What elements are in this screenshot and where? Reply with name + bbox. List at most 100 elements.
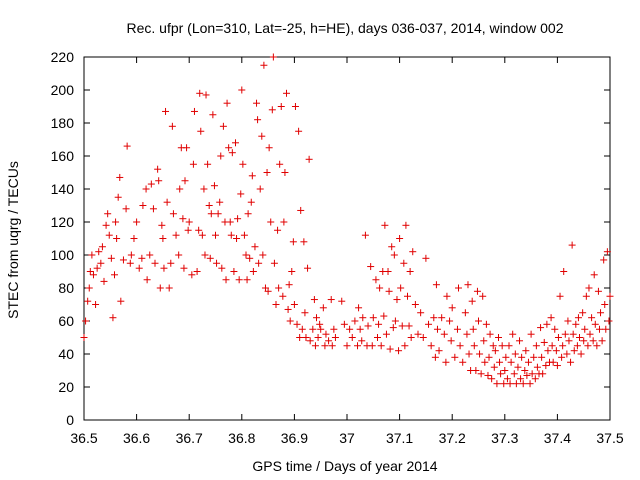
data-point — [190, 107, 198, 115]
data-point — [530, 353, 538, 361]
data-point — [168, 122, 176, 130]
data-point — [567, 358, 575, 366]
data-point — [207, 210, 215, 218]
data-point — [518, 353, 526, 361]
data-point — [95, 248, 103, 256]
data-point — [597, 309, 605, 317]
data-point — [138, 254, 146, 262]
data-point — [443, 292, 451, 300]
data-point — [359, 314, 367, 322]
data-point — [175, 251, 183, 259]
data-point — [390, 251, 398, 259]
data-point — [216, 198, 224, 206]
data-point — [549, 358, 557, 366]
data-point — [269, 53, 277, 61]
data-point — [580, 337, 588, 345]
data-point — [395, 347, 403, 355]
data-point — [89, 271, 97, 279]
data-point — [214, 210, 222, 218]
data-point — [348, 334, 356, 341]
data-point — [538, 353, 546, 361]
data-point — [259, 251, 267, 259]
data-point — [440, 330, 448, 338]
data-point — [485, 353, 493, 361]
data-point — [537, 324, 545, 332]
data-point — [490, 363, 498, 371]
x-tick-label: 37.3 — [491, 430, 518, 446]
data-point — [470, 342, 478, 350]
data-point — [228, 149, 236, 157]
data-point — [358, 337, 366, 345]
data-point — [302, 334, 310, 341]
data-point — [217, 152, 225, 160]
data-point — [213, 259, 221, 267]
data-point — [533, 363, 541, 371]
data-point — [605, 317, 613, 325]
data-point — [516, 337, 524, 345]
data-point — [422, 254, 430, 262]
data-point — [375, 320, 383, 328]
data-point — [275, 284, 283, 292]
data-point — [522, 347, 530, 355]
data-point — [497, 370, 505, 378]
x-tick-label: 36.5 — [70, 430, 97, 446]
data-point — [414, 330, 422, 338]
data-point — [147, 180, 155, 188]
data-point — [396, 235, 404, 242]
data-point — [93, 264, 101, 272]
data-point — [494, 334, 502, 341]
data-point — [122, 205, 130, 213]
data-point — [82, 317, 90, 325]
data-point — [579, 309, 587, 317]
x-tick-label: 36.7 — [176, 430, 203, 446]
x-tick-label: 37.4 — [544, 430, 571, 446]
data-point — [572, 320, 580, 328]
data-point — [201, 251, 209, 259]
data-point — [540, 338, 548, 346]
data-point — [210, 182, 218, 190]
data-point — [472, 367, 480, 374]
data-point — [263, 169, 271, 176]
data-point — [310, 296, 318, 304]
data-point — [160, 264, 168, 272]
data-point — [382, 330, 390, 338]
data-point — [255, 259, 263, 267]
data-point — [119, 256, 127, 264]
data-point — [227, 231, 235, 239]
data-point — [159, 235, 167, 242]
data-point — [602, 325, 610, 333]
data-point — [288, 268, 296, 275]
data-point — [565, 337, 573, 345]
data-point — [205, 202, 213, 209]
data-point — [398, 322, 406, 330]
data-point — [431, 353, 439, 361]
data-point — [88, 251, 96, 259]
axis-ticks: 36.5 36.6 36.7 36.8 36.9 37 37.1 37.2 37.3 37.4 37… — [51, 49, 624, 446]
data-point — [405, 322, 413, 330]
data-point — [465, 350, 473, 358]
data-point — [386, 345, 394, 353]
data-point — [507, 358, 515, 366]
data-point — [265, 144, 273, 152]
y-tick-label: 160 — [51, 148, 75, 164]
data-point — [330, 325, 338, 333]
data-point — [585, 284, 593, 292]
data-point — [389, 324, 397, 332]
data-point — [447, 337, 455, 345]
data-point — [331, 334, 339, 341]
data-point — [251, 243, 259, 251]
data-point — [165, 284, 173, 292]
data-point — [80, 334, 88, 341]
data-point — [543, 320, 551, 328]
data-point — [506, 380, 514, 388]
data-point — [233, 235, 241, 242]
data-point — [325, 337, 333, 345]
data-point — [183, 144, 191, 152]
data-point — [151, 259, 159, 267]
data-point — [181, 177, 189, 185]
data-point — [438, 314, 446, 322]
data-point — [425, 320, 433, 328]
data-point — [482, 320, 490, 328]
data-point — [180, 264, 188, 272]
data-point — [581, 325, 589, 333]
